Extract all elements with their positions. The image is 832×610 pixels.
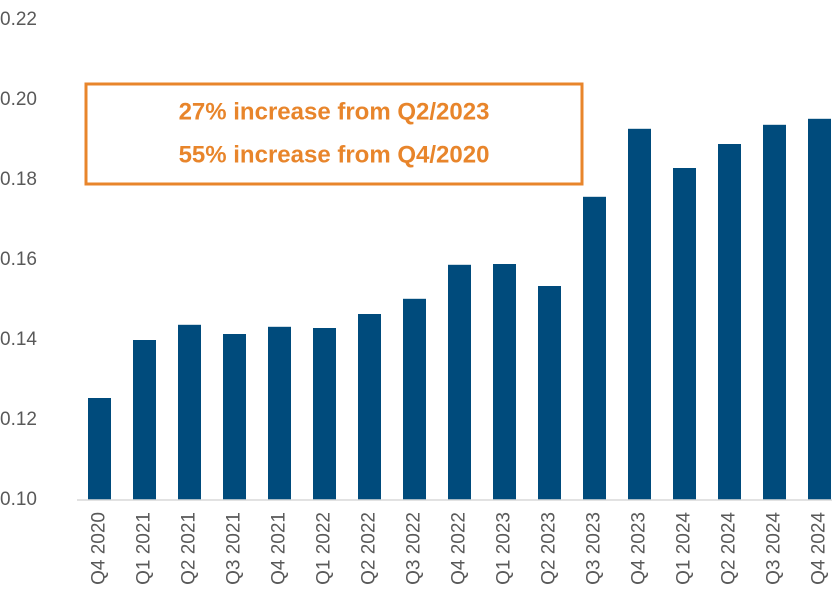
bar	[493, 264, 516, 500]
x-tick-label: Q1 2021	[134, 512, 155, 585]
x-tick-label: Q4 2022	[449, 512, 470, 585]
y-tick-label: 0.18	[0, 169, 37, 190]
bar	[628, 128, 651, 501]
y-tick-label: 0.20	[0, 89, 37, 110]
bar	[718, 144, 741, 500]
bar	[808, 118, 831, 501]
bar	[403, 298, 426, 500]
x-tick-label: Q4 2021	[269, 512, 290, 585]
x-tick-label: Q4 2024	[809, 512, 830, 585]
x-tick-label: Q2 2022	[359, 512, 380, 585]
y-tick-label: 0.14	[0, 329, 37, 350]
bar	[358, 314, 381, 500]
y-tick-label: 0.10	[0, 489, 37, 510]
x-tick-label: Q2 2021	[179, 512, 200, 585]
x-tick-label: Q3 2023	[584, 512, 605, 585]
x-tick-label: Q1 2023	[494, 512, 515, 585]
annotation-box	[84, 82, 584, 186]
y-tick-label: 0.12	[0, 409, 37, 430]
x-tick-label: Q3 2021	[224, 512, 245, 585]
y-tick-label: 0.16	[0, 249, 37, 270]
x-tick-label: Q4 2020	[89, 512, 110, 585]
bar	[673, 168, 696, 500]
y-tick-label: 0.22	[0, 9, 37, 30]
bar	[763, 124, 786, 501]
x-tick-label: Q2 2024	[719, 512, 740, 585]
x-tick-label: Q4 2023	[629, 512, 650, 585]
bar	[583, 196, 606, 501]
annotation: 55% increase from Q4/2020	[179, 141, 490, 168]
x-tick-label: Q3 2022	[404, 512, 425, 585]
bar	[538, 286, 561, 500]
bar	[178, 324, 201, 500]
x-tick-label: Q3 2024	[764, 512, 785, 585]
bar	[88, 398, 111, 500]
x-tick-label: Q1 2022	[314, 512, 335, 585]
bar	[313, 328, 336, 500]
bar	[448, 264, 471, 500]
x-tick-label: Q1 2024	[674, 512, 695, 585]
bar	[223, 334, 246, 500]
bar	[268, 326, 291, 500]
bar	[133, 340, 156, 500]
annotation: 27% increase from Q2/2023	[179, 98, 490, 125]
x-tick-label: Q2 2023	[539, 512, 560, 585]
